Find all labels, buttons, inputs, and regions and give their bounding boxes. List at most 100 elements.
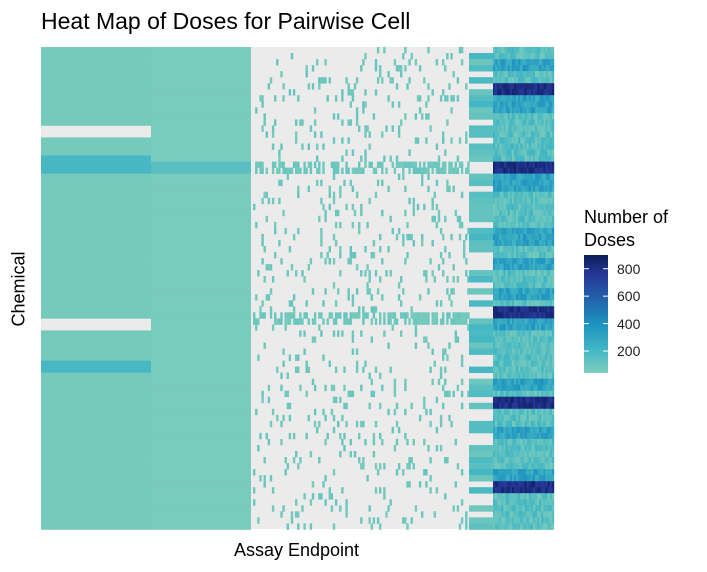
heatmap-cell [537,312,540,319]
heatmap-cell [505,143,508,150]
heatmap-cell [528,372,532,379]
heatmap-cell [549,282,553,289]
heatmap-cell [535,288,538,295]
heatmap-cell [265,131,268,138]
heatmap-cell [524,475,527,482]
heatmap-cell [469,378,493,386]
heatmap-cell [263,312,266,319]
heatmap-cell [495,149,498,156]
heatmap-cell [541,511,544,518]
heatmap-cell [518,215,521,223]
heatmap-cell [547,137,550,144]
heatmap-cell [410,517,413,524]
heatmap-cell [537,155,540,162]
heatmap-cell [495,71,498,78]
heatmap-cell [493,155,496,162]
heatmap-cell [495,258,498,265]
heatmap-cell [493,149,496,156]
heatmap-cell [528,438,532,446]
heatmap-cell [495,390,498,398]
heatmap-cell [41,366,151,373]
heatmap-cell [537,47,540,54]
heatmap-cell [499,342,502,349]
heatmap-cell [497,240,500,247]
heatmap-cell [495,215,498,223]
heatmap-cell [526,197,529,205]
heatmap-cell [511,59,515,66]
heatmap-cell [541,191,544,199]
heatmap-cell [543,414,546,422]
legend-colorbar [584,255,608,373]
heatmap-cell [278,240,281,247]
heatmap-cell [520,276,523,283]
heatmap-cell [497,348,500,355]
heatmap-cell [541,161,544,168]
heatmap-cell [41,294,151,301]
heatmap-cell [526,318,529,325]
heatmap-cell [547,89,550,96]
heatmap-cell [337,209,340,217]
heatmap-cell [151,107,251,114]
heatmap-cell [431,318,434,325]
heatmap-cell [465,318,468,325]
heatmap-cell [372,240,376,247]
heatmap-cell [509,83,513,90]
heatmap-cell [545,65,548,72]
heatmap-cell [526,119,529,126]
heatmap-cell [297,354,300,361]
heatmap-cell [497,89,500,96]
heatmap-cell [151,348,251,355]
heatmap-cell [522,149,525,156]
heatmap-cell [499,330,502,337]
heatmap-cell [276,167,279,174]
legend-ticks [584,268,608,352]
heatmap-cell [402,233,405,241]
heatmap-cell [389,499,392,506]
heatmap-cell [269,264,273,271]
heatmap-cell [509,59,513,66]
heatmap-cell [452,185,455,193]
heatmap-cell [511,203,515,211]
heatmap-cell [341,89,344,96]
heatmap-cell [507,487,511,494]
heatmap-cell [530,240,534,247]
heatmap-cell [532,161,536,168]
heatmap-cell [522,330,525,337]
heatmap-cell [427,161,430,168]
heatmap-cell [383,487,386,494]
heatmap-cell [535,215,538,223]
heatmap-cell [341,137,344,144]
heatmap-cell [543,258,546,265]
heatmap-cell [501,185,504,193]
heatmap-cell [518,209,521,217]
heatmap-cell [532,240,536,247]
heatmap-cell [467,324,470,331]
heatmap-cell [305,167,308,174]
heatmap-cell [522,89,525,96]
heatmap-cell [362,312,365,319]
heatmap-cell [505,203,508,211]
heatmap-cell [511,270,515,277]
heatmap-cell [547,167,550,174]
heatmap-cell [528,451,532,458]
heatmap-cell [530,191,534,199]
heatmap-cell [532,185,536,193]
heatmap-cell [151,360,251,367]
heatmap-cell [507,53,511,60]
heatmap-cell [528,215,532,223]
heatmap-cell [549,294,553,301]
heatmap-cell [358,227,361,235]
heatmap-cell [393,390,397,398]
heatmap-cell [541,209,544,217]
heatmap-cell [551,402,555,410]
heatmap-cell [41,101,151,108]
heatmap-cell [328,487,331,494]
heatmap-cell [503,47,506,54]
heatmap-cell [493,511,496,518]
heatmap-cell [311,481,315,488]
heatmap-cell [518,197,521,205]
heatmap-cell [543,173,546,180]
heatmap-cell [526,131,529,138]
heatmap-cell [259,306,262,313]
heatmap-cell [497,390,500,398]
